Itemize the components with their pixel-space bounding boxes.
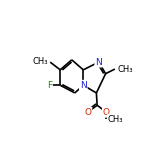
Text: O: O xyxy=(103,108,110,117)
Text: CH₃: CH₃ xyxy=(117,65,133,74)
Text: F: F xyxy=(47,81,52,90)
Text: N: N xyxy=(95,58,102,67)
Text: O: O xyxy=(84,108,91,117)
Text: N: N xyxy=(80,81,87,90)
Text: CH₃: CH₃ xyxy=(108,115,123,124)
Text: CH₃: CH₃ xyxy=(32,57,48,66)
